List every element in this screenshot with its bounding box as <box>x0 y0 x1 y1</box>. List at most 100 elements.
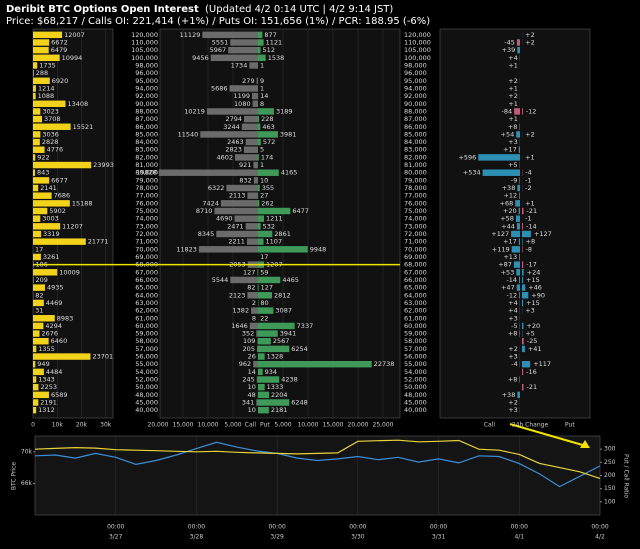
call-change-label: +17 <box>503 238 517 246</box>
call-bar <box>216 230 258 238</box>
put-label: 228 <box>261 115 273 123</box>
call-label: 4690 <box>216 215 233 223</box>
call-change-label: +8 <box>508 123 518 131</box>
put-change-label: -1 <box>525 215 531 223</box>
total-label: 31 <box>35 307 43 315</box>
strike-label: 96,000 <box>404 69 427 77</box>
put-change-bar <box>522 230 531 238</box>
call-bar <box>214 207 258 215</box>
call-change-bar <box>517 46 520 54</box>
strike-label: 75,000 <box>404 207 427 215</box>
put-label: 2567 <box>273 337 290 345</box>
strike-label: 52,000 <box>404 376 427 384</box>
put-change-bar <box>522 246 523 253</box>
total-bar <box>33 345 37 353</box>
axis-label: 24h Change <box>512 422 549 429</box>
put-change-label: +20 <box>526 322 540 330</box>
call-bar <box>244 115 258 123</box>
strike-label: 62,000 <box>135 307 158 315</box>
strike-label: 50,000 <box>404 383 427 391</box>
call-change-label: +20 <box>503 207 517 215</box>
put-change-bar <box>522 269 524 276</box>
call-change-bar <box>518 207 520 215</box>
x-tick-label: 5,000 <box>224 422 241 429</box>
call-bar <box>202 31 258 39</box>
series-line <box>34 439 601 479</box>
call-change-bar <box>519 192 520 199</box>
call-label: 8710 <box>196 207 213 215</box>
put-change-label: -17 <box>526 261 537 269</box>
total-bar <box>33 238 86 245</box>
put-change-label: +8 <box>526 238 536 246</box>
put-bar <box>258 230 273 238</box>
total-bar <box>33 299 44 307</box>
put-bar <box>258 54 266 62</box>
put-bar <box>258 131 278 138</box>
put-label: 1538 <box>268 54 285 62</box>
call-change-bar <box>516 39 520 46</box>
put-bar <box>258 200 260 207</box>
put-change-label: +5 <box>525 330 535 338</box>
put-bar <box>258 39 264 46</box>
put-change-label: -16 <box>526 368 537 376</box>
call-label: 48 <box>247 391 255 399</box>
strike-label: 90,000 <box>135 100 158 108</box>
strike-label: 50,000 <box>135 383 158 391</box>
put-change-bar <box>522 360 531 368</box>
call-label: 2471 <box>227 222 244 230</box>
put-label: 3941 <box>280 330 297 338</box>
total-label: 209 <box>36 276 48 284</box>
total-label: 3319 <box>43 230 60 238</box>
total-label: 2191 <box>40 399 57 407</box>
put-label: 4165 <box>281 169 298 177</box>
total-label: 10009 <box>59 268 80 276</box>
put-change-label: -8 <box>526 245 532 253</box>
call-label: 832 <box>239 176 251 184</box>
call-label: 352 <box>242 330 254 338</box>
strike-label: 79,000 <box>404 176 427 184</box>
call-change-bar <box>515 200 520 207</box>
total-label: 6677 <box>51 176 68 184</box>
put-bar <box>258 391 270 399</box>
call-label: 3244 <box>223 123 240 131</box>
put-change-label: -21 <box>526 207 537 215</box>
put-label: 3087 <box>275 307 292 315</box>
put-change-label: -2 <box>525 184 531 192</box>
strike-label: 72,000 <box>404 230 427 238</box>
x-tick-label: 20,000 <box>348 422 369 429</box>
oi-panel <box>159 28 401 419</box>
put-label: 1 <box>260 84 264 92</box>
total-bar <box>33 77 50 85</box>
call-bar <box>158 169 258 176</box>
call-bar <box>256 399 258 406</box>
total-bar <box>33 353 91 360</box>
strike-label: 67,000 <box>135 268 158 276</box>
strike-label: 54,000 <box>404 368 427 376</box>
call-label: 7424 <box>202 199 219 207</box>
put-bar <box>258 330 278 337</box>
total-label: 1088 <box>38 92 55 100</box>
total-bar <box>33 184 39 192</box>
strike-label: 60,000 <box>135 322 158 330</box>
call-bar <box>198 246 258 253</box>
title: Deribit BTC Options Open Interest <box>6 4 199 15</box>
total-bar <box>33 54 60 62</box>
put-label: 22738 <box>374 360 395 368</box>
y-tick-label: 70k <box>21 448 33 455</box>
total-bar <box>33 269 58 276</box>
total-bar <box>33 391 49 399</box>
call-label: 8 <box>252 314 256 322</box>
total-label: 15521 <box>73 123 94 131</box>
strike-label: 94,000 <box>135 84 158 92</box>
put-label: 27 <box>260 192 268 200</box>
put-label: 10 <box>260 176 268 184</box>
call-label: 962 <box>239 360 251 368</box>
call-label: 11129 <box>180 31 201 39</box>
put-label: 17 <box>260 253 268 261</box>
call-bar <box>230 276 258 284</box>
call-change-label: +3 <box>508 353 518 361</box>
total-bar <box>33 322 44 330</box>
call-label: 1734 <box>231 61 248 69</box>
put-change-label: -25 <box>527 337 538 345</box>
x-tick-label: 5,000 <box>274 422 291 429</box>
